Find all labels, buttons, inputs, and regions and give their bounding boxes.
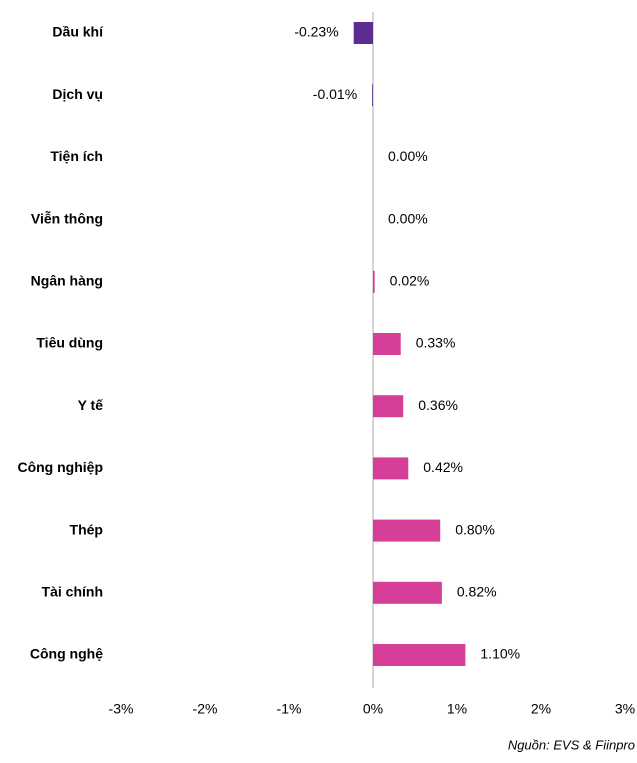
category-label: Y tế: [78, 397, 104, 413]
value-label: 0.82%: [457, 584, 497, 600]
category-label: Thép: [70, 521, 103, 537]
category-label: Công nghệ: [30, 646, 103, 662]
value-label: -0.01%: [313, 86, 357, 102]
value-label: 0.42%: [423, 459, 463, 475]
value-label: 0.02%: [390, 273, 430, 289]
x-tick-label: -2%: [193, 701, 218, 717]
bar: [373, 581, 442, 604]
x-tick-label: -3%: [109, 701, 134, 717]
bar: [373, 519, 441, 542]
category-label: Ngân hàng: [31, 273, 103, 289]
bar: [373, 644, 466, 666]
x-tick-label: 0%: [363, 701, 383, 717]
x-tick-label: -1%: [277, 701, 302, 717]
source-note: Nguồn: EVS & Fiinpro: [508, 737, 635, 752]
category-label: Dầu khí: [52, 24, 104, 40]
category-label: Tiện ích: [50, 148, 103, 164]
bar: [372, 84, 373, 107]
value-label: -0.23%: [294, 24, 338, 40]
value-label: 0.00%: [388, 148, 428, 164]
value-label: 0.80%: [455, 521, 495, 537]
x-tick-label: 3%: [615, 701, 635, 717]
value-label: 0.33%: [416, 335, 456, 351]
category-label: Viễn thông: [31, 210, 103, 226]
value-label: 1.10%: [480, 646, 520, 662]
category-label: Dịch vụ: [52, 86, 103, 102]
x-tick-label: 1%: [447, 701, 467, 717]
category-label: Tài chính: [42, 584, 103, 600]
value-label: 0.00%: [388, 210, 428, 226]
bar: [353, 22, 373, 44]
category-label: Tiêu dùng: [36, 335, 103, 351]
bar: [373, 395, 404, 418]
value-label: 0.36%: [418, 397, 458, 413]
x-tick-label: 2%: [531, 701, 551, 717]
bar: [373, 333, 401, 355]
category-label: Công nghiệp: [17, 459, 103, 475]
bar: [373, 270, 375, 293]
bar: [373, 457, 409, 480]
